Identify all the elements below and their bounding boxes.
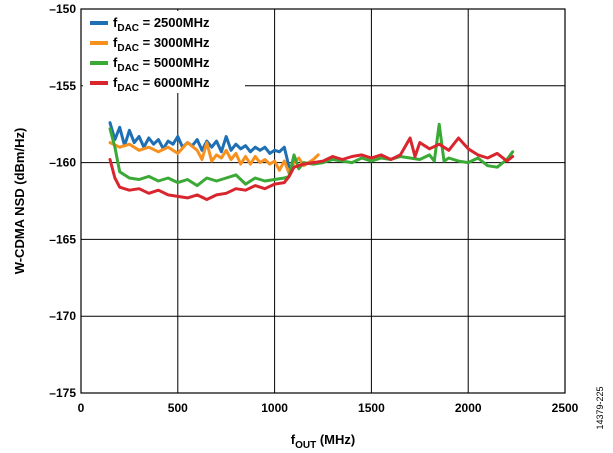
x-axis-title-main: f xyxy=(291,432,296,447)
y-tick-label: –160 xyxy=(49,156,76,170)
legend-label-4: fDAC = 6000MHz xyxy=(113,75,210,94)
series-line-1 xyxy=(108,121,291,169)
x-tick-labels: 0 500 1000 1500 2000 2500 xyxy=(78,401,579,415)
x-tick-label: 2500 xyxy=(552,401,579,415)
x-tick-label: 500 xyxy=(168,401,188,415)
y-tick-labels: –150 –155 –160 –165 –170 –175 xyxy=(49,2,76,400)
legend-label-1: fDAC = 2500MHz xyxy=(113,15,210,34)
y-tick-label: –170 xyxy=(49,309,76,323)
legend-label-3: fDAC = 5000MHz xyxy=(113,55,210,74)
legend-label-2: fDAC = 3000MHz xyxy=(113,35,210,54)
series-line-4 xyxy=(108,136,515,201)
x-tick-label: 1000 xyxy=(261,401,288,415)
legend-box xyxy=(83,11,245,93)
plot-frame xyxy=(80,8,566,394)
y-tick-label: –175 xyxy=(49,386,76,400)
x-tick-label: 1500 xyxy=(358,401,385,415)
x-tick-label: 0 xyxy=(78,401,85,415)
x-axis-title: fOUT (MHz) xyxy=(291,432,355,451)
y-axis-title: W-CDMA NSD (dBm/Hz) xyxy=(12,128,27,275)
y-tick-label: –150 xyxy=(49,2,76,16)
y-tick-label: –165 xyxy=(49,232,76,246)
figure-id: 14379-225 xyxy=(595,386,605,429)
series-layer xyxy=(108,121,515,201)
y-tick-label: –155 xyxy=(49,79,76,93)
x-axis-title-subscript: OUT xyxy=(295,440,316,451)
x-axis-title-unit: (MHz) xyxy=(316,432,355,447)
x-tick-label: 2000 xyxy=(455,401,482,415)
